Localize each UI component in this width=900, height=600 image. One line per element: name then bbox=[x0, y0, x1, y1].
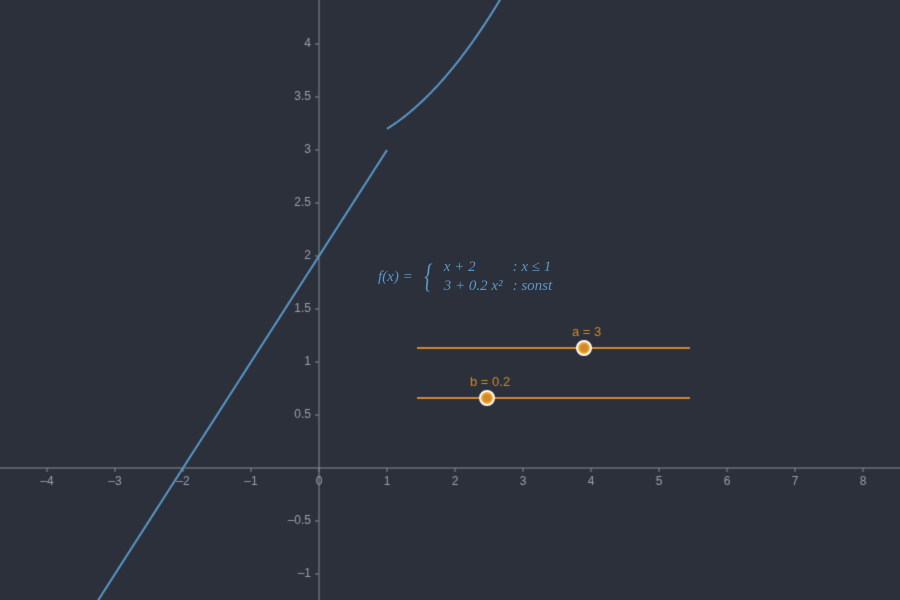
graph-canvas bbox=[0, 0, 900, 600]
slider-b[interactable] bbox=[417, 388, 690, 408]
slider-a[interactable] bbox=[417, 338, 690, 358]
